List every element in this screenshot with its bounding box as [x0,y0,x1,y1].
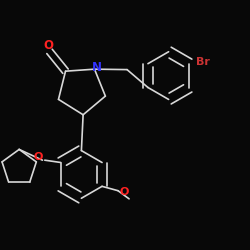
Text: O: O [43,38,53,52]
Text: O: O [120,187,129,197]
Text: Br: Br [196,57,209,67]
Text: N: N [92,61,102,74]
Text: O: O [34,152,43,162]
